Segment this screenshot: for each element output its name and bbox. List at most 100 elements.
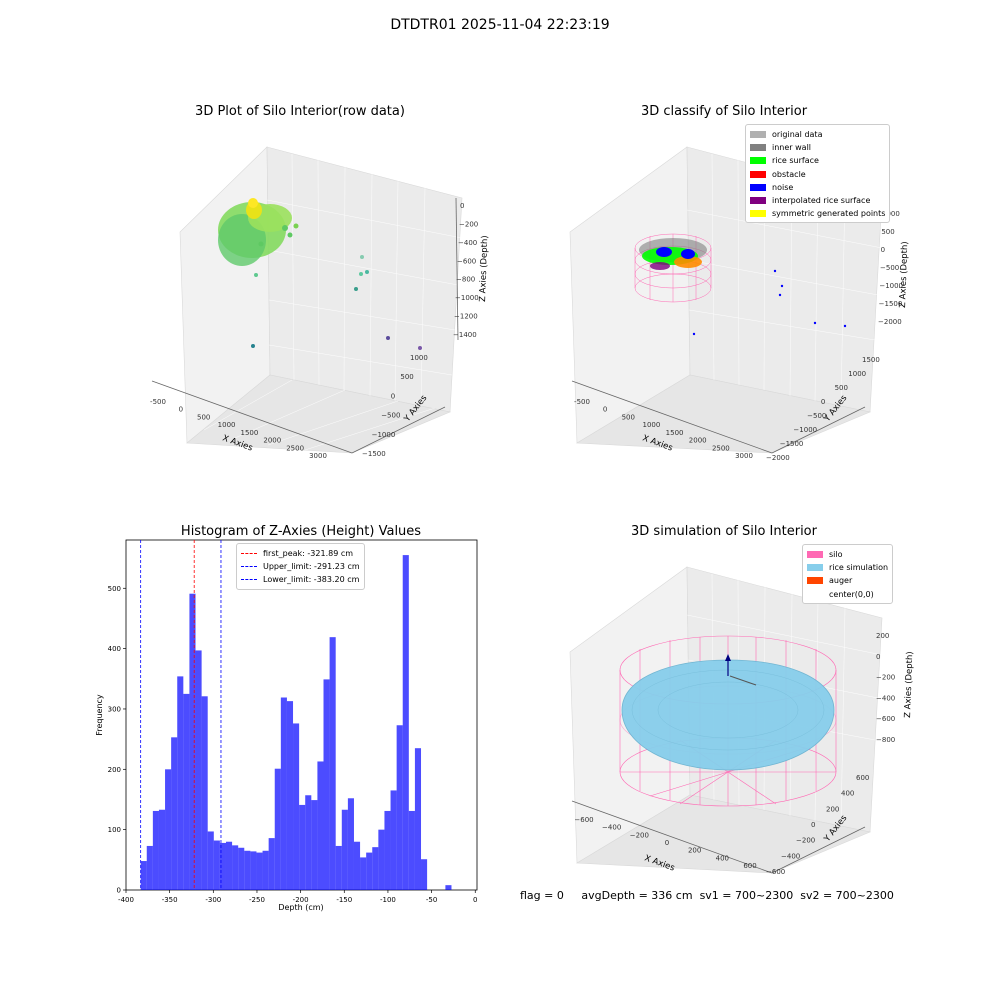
simulation-legend-swatch: [807, 564, 823, 572]
histogram-bar: [402, 555, 409, 890]
histogram-x-tick-label: -50: [426, 896, 437, 904]
classify-y-tick-label: −2000: [766, 454, 790, 460]
classify-legend-swatch: [750, 197, 766, 205]
simulation-y-tick-label: −400: [781, 852, 800, 860]
simulation-y-tick-label: −200: [796, 837, 815, 845]
histogram-legend-swatch: [241, 579, 257, 581]
histogram-bar: [280, 697, 287, 890]
classify-x-tick-label: 2000: [689, 437, 707, 445]
histogram-y-tick-label: 400: [108, 645, 121, 653]
histogram-legend-label: Upper_limit: -291.23 cm: [263, 562, 360, 572]
histogram-legend: first_peak: -321.89 cm Upper_limit: -291.…: [236, 543, 365, 590]
classify-legend-swatch: [750, 144, 766, 152]
histogram-bar: [250, 851, 257, 890]
histogram-y-tick-label: 500: [108, 585, 121, 593]
histogram-x-axis-label: Depth (cm): [278, 903, 323, 912]
raw-z-tick-label: −200: [459, 220, 478, 228]
histogram-y-tick-label: 0: [117, 887, 121, 895]
histogram-bar: [232, 845, 239, 890]
histogram-legend-label: Lower_limit: -383.20 cm: [263, 575, 360, 585]
classify-x-tick-label: 2500: [712, 444, 730, 452]
simulation-legend-entry: rice simulation: [807, 561, 888, 574]
histogram-bar: [213, 840, 220, 890]
histogram-x-tick-label: -150: [336, 896, 352, 904]
raw-x-tick-label: 2500: [286, 444, 304, 452]
classify-x-tick-label: 0: [603, 406, 607, 414]
histogram-bar: [414, 748, 422, 890]
classify-legend-entry: original data: [750, 128, 885, 141]
histogram-bar: [390, 790, 397, 890]
raw-x-tick-label: 3000: [309, 452, 327, 460]
histogram-x-tick-label: -100: [380, 896, 396, 904]
histogram-bar: [256, 852, 263, 890]
classify-z-tick-label: −2000: [878, 318, 902, 326]
classify-x-tick-label: 500: [622, 413, 635, 421]
raw-x-tick-label: 1000: [218, 421, 236, 429]
simulation-legend: silo rice simulation auger center(0,0): [802, 544, 894, 604]
histogram-bar: [207, 831, 214, 890]
simulation-y-tick-label: 0: [811, 821, 815, 829]
histogram-bar: [286, 701, 294, 890]
classify-legend-entry: inner wall: [750, 141, 885, 154]
avg-depth-text: avgDepth = 336 cm: [581, 889, 693, 902]
histogram-chart: -400 -350 -300 -250 -200 -150 -100 -50 0 0 100 200…: [95, 539, 477, 912]
simulation-legend-entry: silo: [807, 548, 888, 561]
classify-z-tick-label: 0: [881, 246, 885, 254]
histogram-x-tick-label: -250: [249, 896, 265, 904]
simulation-legend-label: silo: [829, 550, 843, 560]
classify-z-tick-label: −1000: [879, 282, 903, 290]
histogram-bar: [366, 852, 373, 890]
raw-x-tick-label: 500: [197, 413, 210, 421]
classify-legend-label: interpolated rice surface: [772, 196, 871, 206]
histogram-bar: [293, 723, 300, 890]
simulation-x-tick-label: 600: [743, 862, 756, 870]
raw-z-tick-label: −600: [457, 257, 476, 265]
histogram-legend-entry: Upper_limit: -291.23 cm: [241, 560, 360, 573]
simulation-legend-entry: auger: [807, 574, 888, 587]
simulation-x-tick-label: 400: [716, 854, 729, 862]
classify-y-tick-label: 1000: [848, 370, 866, 378]
simulation-auger: [725, 654, 757, 686]
classify-legend-entry: obstacle: [750, 168, 885, 181]
sv2-text: sv2 = 700~2300: [800, 889, 894, 902]
classify-legend-entry: symmetric generated points: [750, 207, 885, 220]
classify-z-axis-label: Z Axies (Depth): [898, 241, 910, 308]
classify-z-tick-label: 1000: [882, 210, 900, 218]
histogram-y-tick-label: 200: [108, 766, 121, 774]
raw-y-tick-label: −1500: [362, 450, 386, 458]
simulation-legend-label: center(0,0): [829, 589, 874, 599]
histogram-legend-entry: first_peak: -321.89 cm: [241, 547, 360, 560]
simulation-x-tick-label: −600: [574, 816, 593, 824]
raw-z-tick-label: −1000: [455, 294, 479, 302]
simulation-z-tick-label: −600: [876, 715, 895, 723]
histogram-bar: [201, 696, 208, 890]
histogram-bar: [421, 859, 428, 890]
raw-x-tick-label: 2000: [263, 437, 281, 445]
raw-z-tick-label: −1400: [453, 331, 477, 339]
histogram-bar: [299, 804, 306, 890]
histogram-x-tick-label: -200: [293, 896, 309, 904]
simulation-z-tick-label: −800: [876, 736, 895, 744]
simulation-z-tick-label: −400: [876, 694, 895, 702]
sv1-text: sv1 = 700~2300: [699, 889, 794, 902]
simulation-z-axis-label: Z Axies (Depth): [903, 651, 915, 718]
simulation-y-tick-label: −600: [766, 868, 785, 876]
classify-3d-points: [634, 233, 847, 336]
histogram-bar: [378, 829, 385, 890]
status-footer: flag = 0 avgDepth = 336 cm sv1 = 700~230…: [520, 889, 894, 902]
raw-z-tick-label: 0: [460, 202, 464, 210]
classify-legend-label: rice surface: [772, 156, 819, 166]
histogram-legend-entry: Lower_limit: -383.20 cm: [241, 573, 360, 586]
simulation-y-tick-label: 600: [856, 774, 869, 782]
histogram-bar: [445, 885, 452, 890]
raw-y-tick-label: 0: [391, 392, 395, 400]
simulation-y-tick-label: 200: [826, 805, 839, 813]
classify-plot-title: 3D classify of Silo Interior: [640, 104, 808, 119]
classify-x-tick-label: 1500: [666, 429, 684, 437]
histogram-y-axis-label: Frequency: [95, 694, 104, 736]
classify-legend-swatch: [750, 183, 766, 191]
classify-legend: original data inner wall rice surface obsta…: [745, 124, 891, 224]
